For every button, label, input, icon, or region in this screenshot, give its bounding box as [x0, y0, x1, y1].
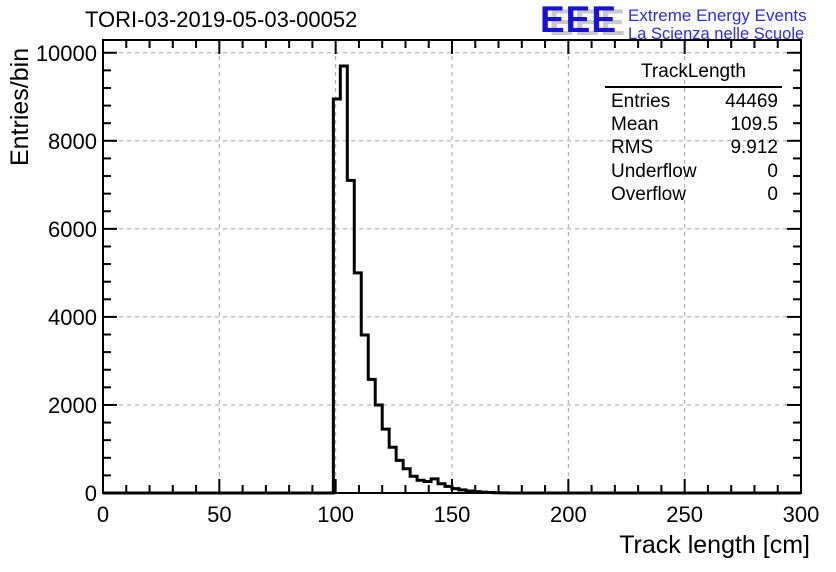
stats-row: Underflow 0	[605, 160, 782, 183]
logo-line2: La Scienza nelle Scuole	[628, 25, 805, 44]
stats-header: TrackLength	[605, 61, 782, 88]
stat-label: Entries	[611, 90, 671, 112]
stats-row: Mean 109.5	[605, 113, 782, 136]
stats-box: TrackLength Entries 44469 Mean 109.5 RMS…	[605, 61, 782, 207]
y-axis-title: Entries/bin	[6, 47, 34, 166]
stat-value: 109.5	[730, 114, 778, 136]
svg-text:250: 250	[666, 502, 703, 527]
svg-text:50: 50	[207, 502, 231, 527]
logo-line1: Extreme Energy Events	[628, 6, 807, 25]
stat-value: 0	[767, 184, 778, 206]
svg-text:200: 200	[550, 502, 587, 527]
stat-value: 9.912	[730, 137, 778, 159]
stats-row: Overflow 0	[605, 184, 782, 207]
eee-logo-text: Extreme Energy Events La Scienza nelle S…	[628, 3, 807, 44]
stat-label: Overflow	[611, 184, 686, 206]
svg-text:10000: 10000	[36, 41, 97, 66]
plot-title: TORI-03-2019-05-03-00052	[85, 7, 358, 32]
x-axis-title: Track length [cm]	[619, 531, 810, 559]
svg-text:0: 0	[85, 481, 97, 506]
svg-text:100: 100	[317, 502, 354, 527]
stats-row: Entries 44469	[605, 90, 782, 113]
stat-label: Underflow	[611, 160, 697, 182]
eee-logo: EEE Extreme Energy Events La Scienza nel…	[540, 0, 807, 44]
eee-logo-mark-icon: EEE	[540, 0, 618, 40]
stat-label: RMS	[611, 137, 654, 159]
grid-lines	[103, 40, 801, 493]
svg-text:2000: 2000	[48, 393, 97, 418]
stats-rows: Entries 44469 Mean 109.5 RMS 9.912 Under…	[605, 88, 782, 207]
svg-text:8000: 8000	[48, 129, 97, 154]
stat-label: Mean	[611, 114, 659, 136]
svg-text:150: 150	[434, 502, 471, 527]
svg-text:4000: 4000	[48, 305, 97, 330]
stat-value: 44469	[725, 90, 778, 112]
y-tick-labels: 0 2000 4000 6000 8000 10000	[36, 41, 97, 506]
stat-value: 0	[767, 160, 778, 182]
axis-ticks	[102, 40, 802, 494]
svg-text:6000: 6000	[48, 217, 97, 242]
stats-row: RMS 9.912	[605, 137, 782, 160]
x-tick-labels: 0 50 100 150 200 250 300	[97, 502, 819, 527]
svg-text:300: 300	[783, 502, 820, 527]
svg-text:0: 0	[97, 502, 109, 527]
